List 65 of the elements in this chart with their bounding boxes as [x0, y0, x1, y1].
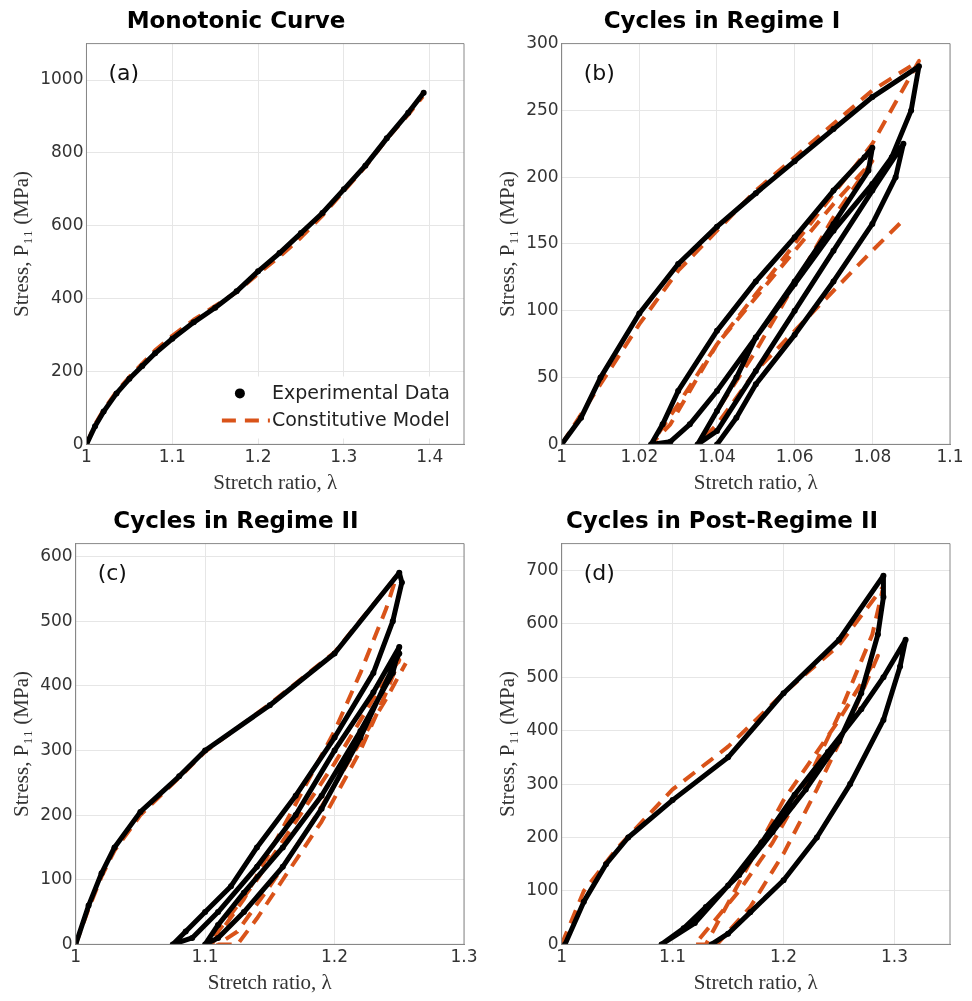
y-tick-label: 600: [526, 612, 559, 633]
y-axis-title: Stress, P₁₁ (MPa): [9, 671, 34, 817]
x-tick-label: 1.3: [450, 946, 478, 967]
x-axis-title: Stretch ratio, λ: [213, 469, 338, 494]
y-tick-label: 400: [40, 674, 73, 695]
y-tick-label: 400: [526, 719, 559, 740]
y-tick-label: 100: [526, 299, 559, 320]
y-tick-label: 100: [526, 879, 559, 900]
x-tick-label: 1.1: [659, 946, 687, 967]
chart-title: Monotonic Curve: [126, 6, 346, 33]
annotation: (c): [97, 560, 127, 586]
x-tick-label: 1.3: [881, 946, 909, 967]
y-tick-label: 1000: [40, 68, 84, 89]
x-tick-label: 1.2: [321, 946, 349, 967]
y-tick-label: 500: [526, 665, 559, 686]
chart-title: Cycles in Regime I: [603, 6, 841, 33]
y-tick-label: 600: [40, 544, 73, 565]
y-tick-label: 250: [526, 98, 559, 119]
y-tick-label: 200: [526, 165, 559, 186]
x-tick-label: 1: [556, 946, 568, 967]
chart-title: Cycles in Regime II: [113, 506, 359, 533]
y-tick-label: 150: [526, 232, 559, 253]
x-tick-label: 1.4: [416, 446, 444, 467]
y-tick-label: 200: [526, 825, 559, 846]
x-tick-label: 1.3: [330, 446, 358, 467]
x-tick-label: 1.2: [770, 946, 798, 967]
y-tick-label: 200: [51, 359, 84, 380]
y-tick-label: 300: [526, 32, 559, 53]
y-tick-label: 0: [547, 932, 559, 953]
y-axis-title: Stress, P₁₁ (MPa): [495, 671, 520, 817]
y-axis-title: Stress, P₁₁ (MPa): [9, 171, 34, 317]
y-tick-label: 0: [61, 932, 73, 953]
annotation: (a): [108, 60, 140, 86]
y-tick-label: 0: [72, 432, 84, 453]
chart-title: Cycles in Post-Regime II: [565, 506, 879, 533]
y-tick-label: 300: [526, 772, 559, 793]
y-tick-label: 400: [51, 287, 84, 308]
annotation: (d): [583, 560, 615, 586]
x-tick-label: 1.04: [698, 446, 736, 467]
x-axis-title: Stretch ratio, λ: [207, 969, 333, 994]
x-tick-label: 1.02: [620, 446, 659, 467]
x-tick-label: 1.1: [936, 446, 964, 467]
y-tick-label: 100: [40, 868, 73, 889]
y-tick-label: 0: [547, 432, 559, 453]
legend-label: Experimental Data: [271, 381, 450, 404]
x-tick-label: 1.1: [158, 446, 186, 467]
x-tick-label: 1.1: [191, 946, 219, 967]
y-tick-label: 50: [537, 366, 559, 387]
x-axis-title: Stretch ratio, λ: [693, 469, 819, 494]
y-tick-label: 200: [40, 803, 73, 824]
x-tick-label: 1.2: [244, 446, 272, 467]
y-tick-label: 600: [51, 214, 84, 235]
legend-label: Constitutive Model: [271, 408, 450, 431]
x-tick-label: 1: [81, 446, 92, 467]
y-axis-title: Stress, P₁₁ (MPa): [495, 171, 520, 317]
x-axis-title: Stretch ratio, λ: [693, 969, 819, 994]
x-tick-label: 1: [70, 946, 82, 967]
y-tick-label: 300: [40, 738, 73, 759]
y-tick-label: 700: [526, 558, 559, 579]
y-tick-label: 800: [51, 141, 84, 162]
x-tick-label: 1.08: [853, 446, 892, 467]
annotation: (b): [583, 60, 615, 86]
y-tick-label: 500: [40, 609, 73, 630]
x-tick-label: 1: [556, 446, 568, 467]
x-tick-label: 1.06: [775, 446, 814, 467]
